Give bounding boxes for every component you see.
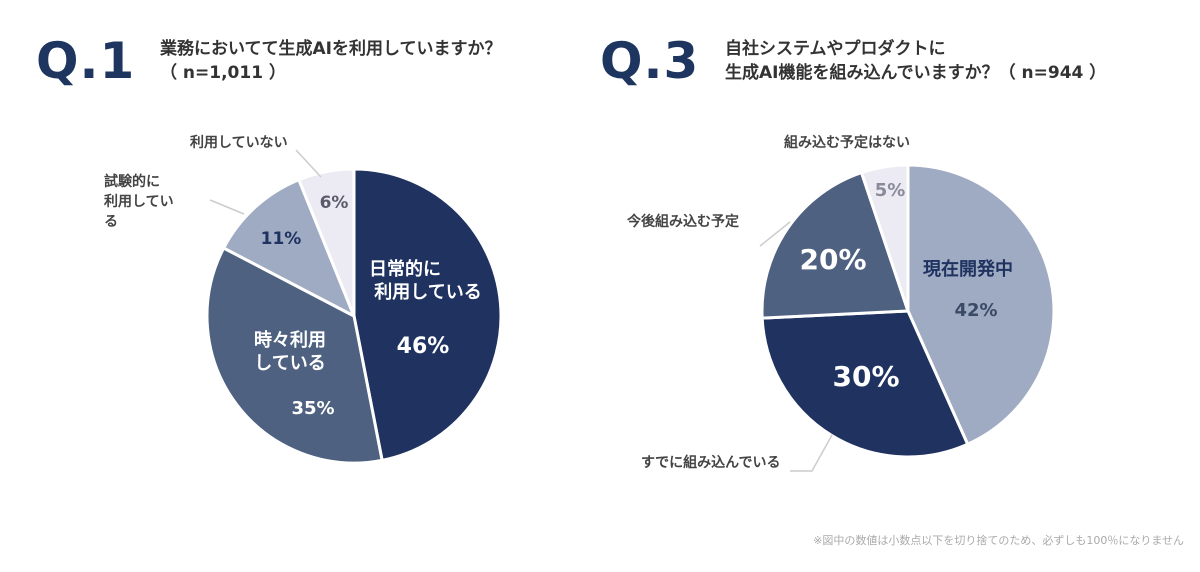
q1-leader-trial xyxy=(209,199,245,215)
q1-label-daily-pct: 46% xyxy=(397,334,450,359)
q3-label-no-plan-pct: 5% xyxy=(875,180,906,201)
q1-title-line-2: （ n=1,011 ） xyxy=(160,63,286,83)
q1-pie xyxy=(205,167,503,465)
q1-slice-not-using xyxy=(297,167,356,318)
q1-inside-sometimes-line-2: している xyxy=(254,353,325,374)
q1-label-trial-pct: 11% xyxy=(261,229,302,249)
q3-leader-already xyxy=(790,434,833,472)
q3-title: 自社システムやプロダクトに 生成AI機能を組み込んでいますか？（ n=944 ） xyxy=(725,37,1106,85)
q3-callout-no-plan-line: 組み込む予定はない xyxy=(784,135,910,151)
q3-inside-developing: 現在開発中 xyxy=(923,258,1013,280)
q3-callout-planned: 今後組み込む予定 xyxy=(627,212,739,232)
q1-callout-trial-line-2: 利用してい xyxy=(104,194,174,210)
q1-callout-trial: 試験的に 利用してい る xyxy=(104,172,174,232)
q1-label-not-using-pct: 6% xyxy=(320,193,349,213)
q1-slice-sometimes xyxy=(205,246,384,465)
q1-inside-sometimes-line-1: 時々利用 xyxy=(254,329,326,351)
q3-title-line-1: 自社システムやプロダクトに xyxy=(725,39,946,59)
q1-inside-daily-line-2: 利用している xyxy=(374,281,481,303)
q1-leader-not-using xyxy=(295,149,322,178)
footnote: ※図中の数値は小数点以下を切り捨てのため、必ずしも100％になりません xyxy=(813,534,1184,547)
q3-callout-already: すでに組み込んでいる xyxy=(641,453,780,473)
q3-callout-no-plan: 組み込む予定はない xyxy=(784,133,910,153)
q1-slice-trial xyxy=(222,178,356,318)
q1-callout-not-using: 利用していない xyxy=(190,133,288,153)
q3-label: Q.3 xyxy=(600,32,700,90)
q3-pie xyxy=(760,163,1056,459)
q1-callout-trial-line-1: 試験的に xyxy=(104,174,160,190)
q1-inside-daily-line-1: 日常的に xyxy=(369,258,441,280)
q1-slice-daily xyxy=(352,167,503,462)
q3-callout-already-line: すでに組み込んでいる xyxy=(641,455,781,471)
q3-leader-planned xyxy=(759,221,791,247)
q3-label-already-pct: 30% xyxy=(832,360,899,393)
q3-slice-no-plan xyxy=(860,163,910,313)
q3-label-developing-pct: 42% xyxy=(954,300,997,321)
q3-slice-planned xyxy=(760,171,910,320)
q1-label-sometimes-pct: 35% xyxy=(291,398,334,419)
q1-label: Q.1 xyxy=(36,32,136,90)
q3-label-planned-pct: 20% xyxy=(799,243,866,276)
q1-callout-not-using-line: 利用していない xyxy=(190,135,288,151)
q1-callout-trial-line-3: る xyxy=(104,214,118,230)
q3-callout-planned-line: 今後組み込む予定 xyxy=(627,214,739,230)
q1-title-line-1: 業務においてて生成AIを利用していますか？ xyxy=(160,39,502,59)
q3-title-line-2: 生成AI機能を組み込んでいますか？（ n=944 ） xyxy=(725,63,1107,83)
q1-title: 業務においてて生成AIを利用していますか？ （ n=1,011 ） xyxy=(160,37,501,85)
q3-slice-developing xyxy=(906,163,1056,446)
